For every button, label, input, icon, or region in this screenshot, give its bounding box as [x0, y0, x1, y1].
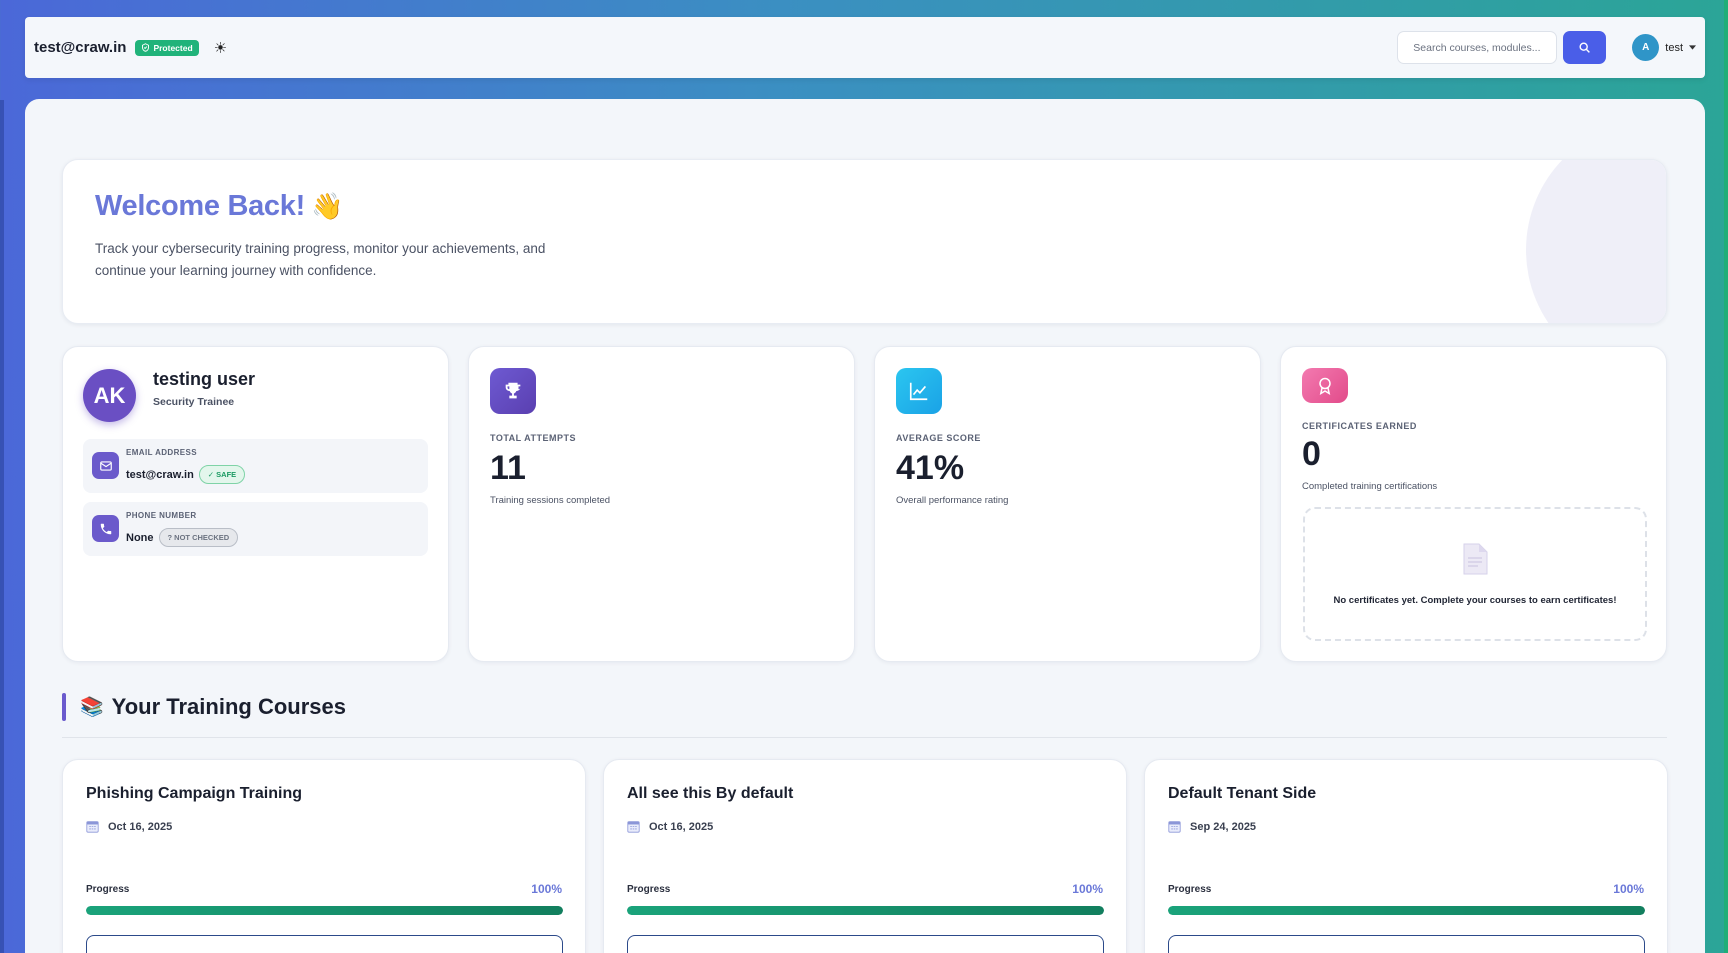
phone-icon [92, 515, 119, 542]
course-title: All see this By default [627, 785, 794, 802]
stat-label: AVERAGE SCORE [896, 433, 981, 443]
course-date: Oct 16, 2025 [649, 820, 714, 833]
progress-bar [627, 906, 1104, 915]
courses-section-header: 📚 Your Training Courses [62, 693, 346, 721]
email-row: EMAIL ADDRESS test@craw.in ✓ SAFE [83, 439, 428, 493]
profile-card: AK testing user Security Trainee EMAIL A… [62, 346, 449, 662]
course-title: Phishing Campaign Training [86, 785, 303, 802]
progress-percent: 100% [1072, 882, 1103, 896]
course-date: Oct 16, 2025 [108, 820, 173, 833]
stat-card-average-score: AVERAGE SCORE 41% Overall performance ra… [874, 346, 1261, 662]
phone-value: None [126, 531, 154, 544]
progress-fill [627, 906, 1104, 915]
progress-fill [86, 906, 563, 915]
course-date-row: Oct 16, 2025 [86, 820, 172, 833]
stat-desc: Completed training certifications [1302, 481, 1438, 492]
profile-name: testing user [153, 369, 256, 389]
user-avatar: A [1632, 34, 1660, 61]
calendar-icon [1168, 821, 1181, 833]
mail-icon [92, 452, 119, 479]
course-action-button[interactable] [86, 935, 563, 953]
phone-row: PHONE NUMBER None ? NOT CHECKED [83, 502, 428, 556]
profile-role: Security Trainee [153, 396, 235, 408]
document-icon [1462, 543, 1488, 583]
course-date-row: Sep 24, 2025 [1168, 820, 1256, 833]
account-email: test@craw.in [34, 39, 127, 56]
right-edge-strip [1724, 0, 1728, 953]
theme-toggle-sun-icon[interactable]: ☀ [213, 39, 228, 57]
course-card[interactable]: All see this By default Oct 16, 2025 Pro… [603, 759, 1127, 953]
welcome-banner: Welcome Back! 👋 Track your cybersecurity … [62, 159, 1667, 324]
welcome-title: Welcome Back! 👋 [95, 190, 343, 223]
email-value: test@craw.in [126, 468, 194, 481]
stat-label: CERTIFICATES EARNED [1302, 421, 1417, 431]
certificates-empty-message: No certificates yet. Complete your cours… [1333, 594, 1617, 606]
welcome-title-text: Welcome Back! [95, 190, 305, 222]
user-menu[interactable]: A test [1632, 34, 1696, 61]
caret-down-icon [1689, 45, 1696, 50]
stat-value: 11 [490, 449, 526, 487]
course-action-button[interactable] [627, 935, 1104, 953]
courses-section-title: Your Training Courses [111, 694, 346, 719]
course-title: Default Tenant Side [1168, 785, 1317, 802]
welcome-subtitle: Track your cybersecurity training progre… [95, 241, 546, 278]
email-value-row: test@craw.in ✓ SAFE [126, 465, 246, 484]
course-action-button[interactable] [1168, 935, 1645, 953]
trophy-icon [490, 368, 536, 414]
decorative-circle [1526, 160, 1666, 323]
main-panel: Welcome Back! 👋 Track your cybersecurity … [25, 99, 1705, 953]
top-navbar: test@craw.in Protected ☀ A test [25, 17, 1705, 78]
stat-desc: Training sessions completed [490, 495, 611, 506]
progress-fill [1168, 906, 1645, 915]
stat-card-certificates: CERTIFICATES EARNED 0 Completed training… [1280, 346, 1667, 662]
progress-label: Progress [1168, 884, 1212, 895]
course-date-row: Oct 16, 2025 [627, 820, 713, 833]
search-input[interactable] [1397, 31, 1558, 64]
email-safe-badge: ✓ SAFE [198, 465, 246, 484]
email-label: EMAIL ADDRESS [126, 448, 197, 457]
stat-value: 0 [1302, 435, 1321, 473]
stat-value: 41% [896, 449, 965, 487]
phone-not-checked-badge: ? NOT CHECKED [158, 528, 239, 547]
wave-emoji: 👋 [310, 191, 344, 221]
calendar-icon [86, 821, 99, 833]
progress-percent: 100% [531, 882, 562, 896]
course-date: Sep 24, 2025 [1190, 820, 1257, 833]
books-icon: 📚 [80, 697, 104, 718]
certificates-empty-state: No certificates yet. Complete your cours… [1303, 507, 1647, 641]
progress-label: Progress [627, 884, 671, 895]
phone-value-row: None ? NOT CHECKED [126, 528, 239, 547]
course-card[interactable]: Phishing Campaign Training Oct 16, 2025 … [62, 759, 586, 953]
stat-desc: Overall performance rating [896, 495, 1009, 506]
protected-badge: Protected [135, 39, 199, 56]
progress-percent: 100% [1613, 882, 1644, 896]
course-card[interactable]: Default Tenant Side Sep 24, 2025 Progres… [1144, 759, 1668, 953]
award-icon [1302, 368, 1348, 403]
progress-label: Progress [86, 884, 130, 895]
user-name: test [1665, 41, 1683, 54]
search-icon [1579, 42, 1591, 53]
profile-avatar: AK [83, 369, 136, 422]
section-accent-bar [62, 693, 66, 721]
left-edge-strip [0, 100, 4, 953]
progress-bar [86, 906, 563, 915]
search-button[interactable] [1563, 31, 1607, 64]
shield-check-icon [142, 43, 150, 52]
stat-card-total-attempts: TOTAL ATTEMPTS 11 Training sessions comp… [468, 346, 855, 662]
section-divider [62, 737, 1667, 738]
protected-label: Protected [153, 42, 193, 53]
chart-line-icon [896, 368, 942, 414]
phone-label: PHONE NUMBER [126, 511, 197, 520]
progress-bar [1168, 906, 1645, 915]
stat-label: TOTAL ATTEMPTS [490, 433, 576, 443]
calendar-icon [627, 821, 640, 833]
